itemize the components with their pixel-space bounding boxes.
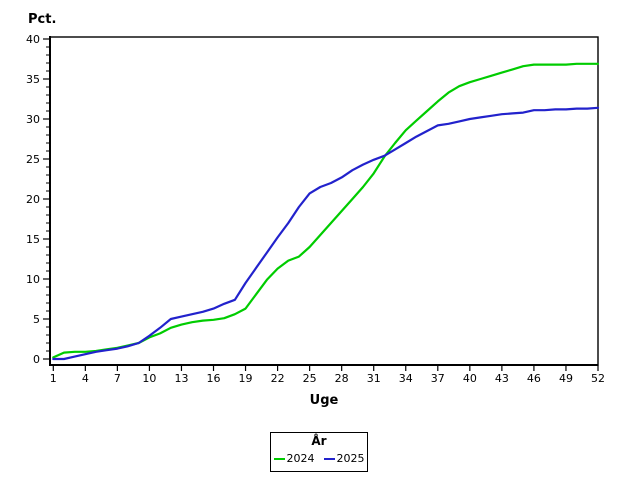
x-tick-label: 40 bbox=[463, 372, 477, 385]
x-tick-label: 34 bbox=[399, 372, 413, 385]
x-tick-label: 10 bbox=[142, 372, 156, 385]
x-tick-label: 22 bbox=[271, 372, 285, 385]
x-axis-title: Uge bbox=[309, 393, 339, 408]
x-tick-label: 37 bbox=[431, 372, 445, 385]
legend-entry-2025: 2025 bbox=[323, 452, 365, 465]
x-tick-label: 46 bbox=[527, 372, 541, 385]
legend-swatch-2024 bbox=[273, 457, 285, 460]
y-tick-label: 0 bbox=[33, 353, 40, 366]
x-tick-label: 1 bbox=[50, 372, 57, 385]
plot-frame bbox=[49, 36, 599, 366]
x-tick-label: 49 bbox=[559, 372, 573, 385]
legend-swatch-2025 bbox=[323, 457, 335, 460]
x-tick-label: 31 bbox=[367, 372, 381, 385]
series-line-2025 bbox=[52, 106, 600, 361]
series-line-2024 bbox=[52, 62, 600, 359]
x-tick-label: 7 bbox=[114, 372, 121, 385]
x-tick-label: 28 bbox=[335, 372, 349, 385]
x-tick-label: 43 bbox=[495, 372, 509, 385]
y-tick-label: 25 bbox=[26, 153, 40, 166]
y-tick-label: 35 bbox=[26, 73, 40, 86]
legend-entry-2024: 2024 bbox=[273, 452, 315, 465]
y-tick-label: 15 bbox=[26, 233, 40, 246]
legend-label-2024: 2024 bbox=[286, 452, 315, 465]
x-tick-label: 16 bbox=[207, 372, 221, 385]
legend-entries: 2024 2025 bbox=[271, 452, 367, 465]
y-tick-label: 20 bbox=[26, 193, 40, 206]
x-tick-label: 4 bbox=[82, 372, 89, 385]
legend-title: År bbox=[311, 434, 327, 448]
x-tick-label: 52 bbox=[591, 372, 605, 385]
x-tick-label: 13 bbox=[174, 372, 188, 385]
y-tick-label: 10 bbox=[26, 273, 40, 286]
x-tick-label: 19 bbox=[239, 372, 253, 385]
x-tick-label: 25 bbox=[303, 372, 317, 385]
y-tick-label: 40 bbox=[26, 33, 40, 46]
y-axis-title: Pct. bbox=[28, 12, 57, 27]
y-tick-label: 5 bbox=[33, 313, 40, 326]
legend-label-2025: 2025 bbox=[336, 452, 365, 465]
y-tick-label: 30 bbox=[26, 113, 40, 126]
legend: År 2024 2025 bbox=[270, 432, 368, 472]
